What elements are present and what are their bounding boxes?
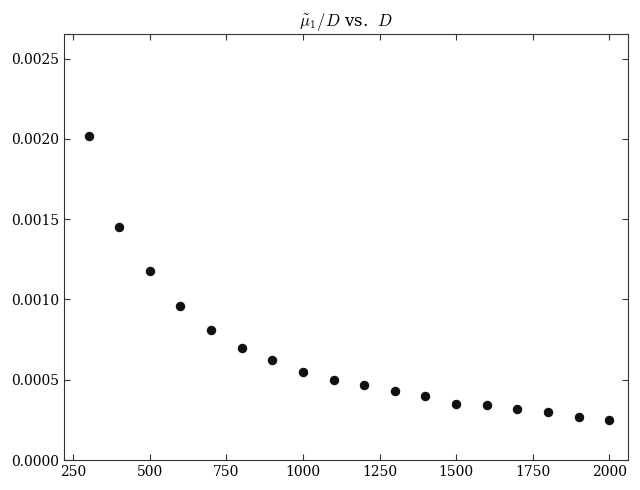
Point: [268, 357, 278, 365]
Point: [206, 326, 216, 334]
Point: [512, 405, 522, 413]
Point: [237, 343, 247, 351]
Point: [175, 302, 186, 310]
Point: [145, 267, 155, 274]
Point: [451, 400, 461, 408]
Point: [604, 416, 614, 424]
Point: [328, 376, 339, 384]
Point: [83, 132, 93, 140]
Point: [573, 413, 584, 420]
Point: [359, 381, 369, 389]
Point: [114, 223, 124, 231]
Point: [390, 387, 400, 395]
Point: [481, 401, 492, 409]
Title: $\tilde{\mu}_1/D$ vs.  $D$: $\tilde{\mu}_1/D$ vs. $D$: [299, 11, 393, 33]
Point: [298, 368, 308, 376]
Point: [420, 392, 431, 400]
Point: [543, 408, 553, 416]
